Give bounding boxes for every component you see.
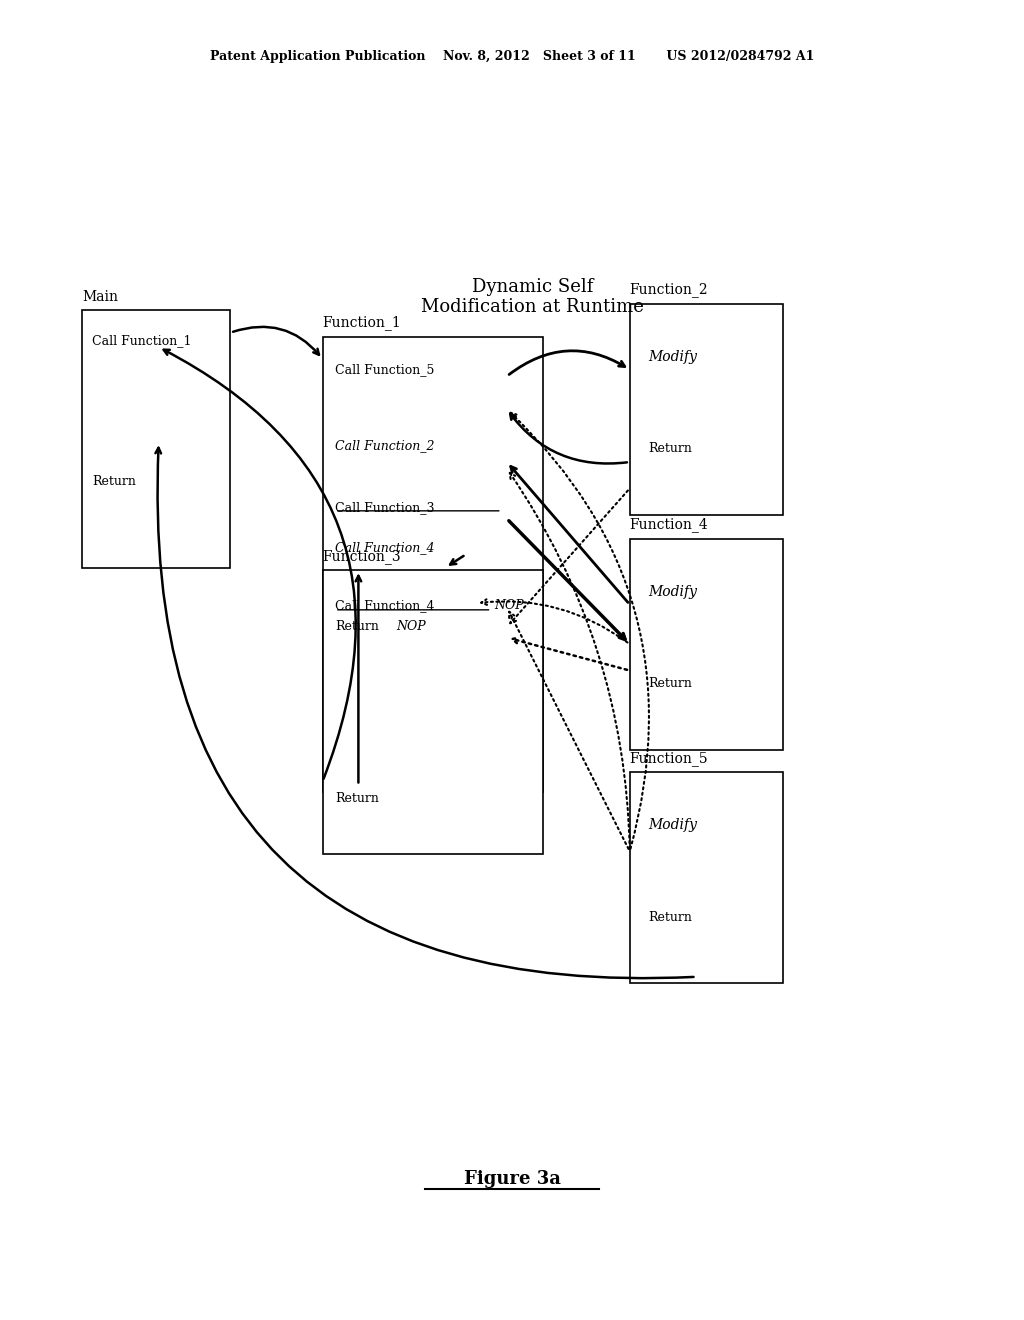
Text: Return: Return <box>335 792 379 805</box>
Text: NOP: NOP <box>396 620 426 634</box>
Text: Return: Return <box>648 442 692 455</box>
Text: Call Function_2: Call Function_2 <box>335 440 434 453</box>
FancyBboxPatch shape <box>323 570 543 854</box>
Text: Modify: Modify <box>648 350 697 364</box>
Text: Return: Return <box>92 475 136 488</box>
Text: Function_2: Function_2 <box>630 282 709 297</box>
Text: Function_4: Function_4 <box>630 517 709 532</box>
Text: Return: Return <box>648 677 692 690</box>
FancyBboxPatch shape <box>630 772 783 983</box>
Text: Call Function_5: Call Function_5 <box>335 363 434 376</box>
Text: Return: Return <box>648 911 692 924</box>
Text: Modify: Modify <box>648 818 697 833</box>
FancyBboxPatch shape <box>82 310 230 568</box>
FancyBboxPatch shape <box>323 337 543 792</box>
Text: Function_1: Function_1 <box>323 315 401 330</box>
Text: Return: Return <box>335 620 379 634</box>
Text: Modify: Modify <box>648 585 697 599</box>
Text: Function_5: Function_5 <box>630 751 709 766</box>
FancyBboxPatch shape <box>630 304 783 515</box>
Text: Call Function_3: Call Function_3 <box>335 502 434 515</box>
Text: Call Function_4: Call Function_4 <box>335 541 434 554</box>
Text: Main: Main <box>82 289 118 304</box>
Text: Figure 3a: Figure 3a <box>464 1170 560 1188</box>
Text: Patent Application Publication    Nov. 8, 2012   Sheet 3 of 11       US 2012/028: Patent Application Publication Nov. 8, 2… <box>210 50 814 63</box>
Text: Call Function_4: Call Function_4 <box>335 599 434 612</box>
Text: NOP: NOP <box>495 599 524 612</box>
Text: Call Function_1: Call Function_1 <box>92 334 191 347</box>
FancyBboxPatch shape <box>630 539 783 750</box>
Text: Dynamic Self
Modification at Runtime: Dynamic Self Modification at Runtime <box>421 277 644 317</box>
Text: Function_3: Function_3 <box>323 549 401 564</box>
